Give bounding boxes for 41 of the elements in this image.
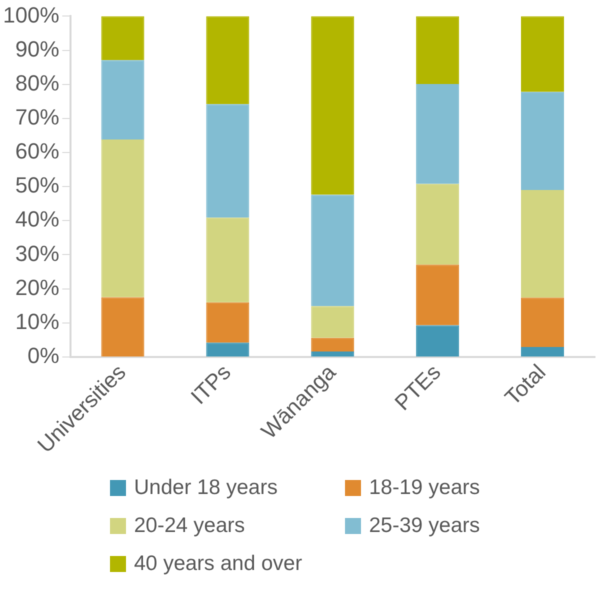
y-tick-label: 100% — [2, 2, 60, 28]
y-tick-label: 70% — [15, 104, 60, 130]
bar — [521, 298, 564, 348]
bar — [101, 16, 144, 60]
legend-label: 18-19 years — [369, 476, 480, 500]
bar — [416, 264, 460, 326]
y-tick-label: 60% — [15, 138, 60, 164]
bar — [206, 342, 250, 356]
legend-label: 20-24 years — [134, 514, 245, 538]
legend-label: 25-39 years — [369, 514, 480, 538]
bar — [521, 16, 564, 92]
bar — [416, 16, 460, 84]
bar — [101, 140, 144, 298]
y-tick-label: 40% — [15, 206, 60, 232]
bar — [311, 338, 354, 352]
bar — [206, 302, 250, 343]
bar — [311, 16, 354, 195]
bar — [206, 104, 250, 218]
y-tick-label: 30% — [15, 240, 60, 266]
y-tick-label: 0% — [27, 343, 60, 368]
bar — [311, 306, 354, 338]
x-tick-label: ITPs — [186, 359, 236, 410]
bar — [101, 297, 144, 356]
bar — [416, 184, 460, 265]
bar — [101, 60, 144, 140]
bar — [206, 218, 250, 302]
y-tick-label: 10% — [15, 308, 60, 334]
bar — [311, 194, 354, 306]
y-tick-label: 90% — [15, 36, 60, 62]
legend-label: Under 18 years — [134, 476, 278, 500]
bar — [416, 84, 460, 184]
bar — [416, 325, 460, 356]
bar — [521, 92, 564, 190]
y-tick-label: 80% — [15, 70, 60, 96]
bar — [206, 16, 250, 104]
legend-label: 40 years and over — [134, 552, 302, 576]
bar — [311, 351, 354, 356]
bar — [521, 347, 564, 356]
bar — [521, 190, 564, 298]
y-tick-label: 20% — [15, 274, 60, 300]
y-tick-label: 50% — [15, 172, 60, 198]
